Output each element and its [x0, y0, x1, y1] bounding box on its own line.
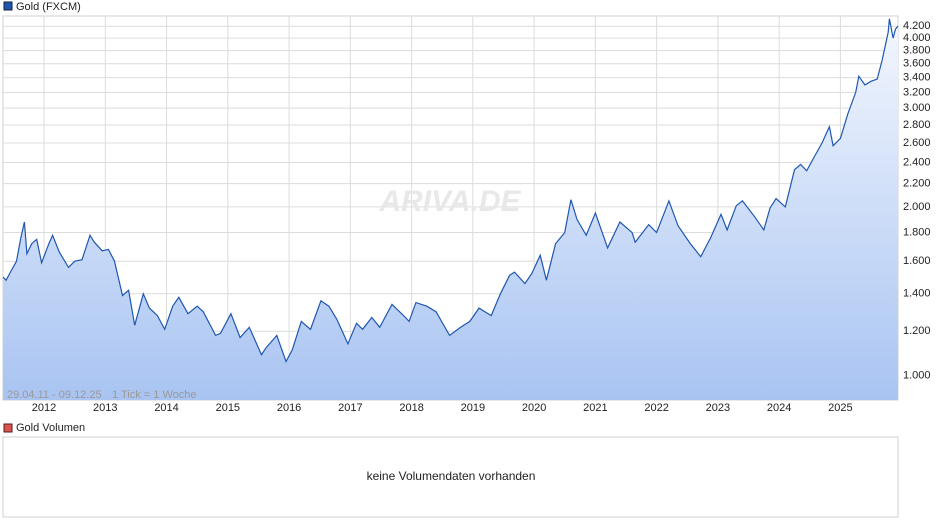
y-tick-label: 2.400 — [903, 156, 931, 168]
legend-swatch — [3, 1, 13, 11]
x-tick-label: 2014 — [154, 402, 178, 414]
y-tick-label: 2.000 — [903, 201, 931, 213]
y-tick-label: 3.200 — [903, 86, 931, 98]
y-tick-label: 3.600 — [903, 58, 931, 70]
x-tick-label: 2019 — [461, 402, 485, 414]
volume-frame — [2, 436, 899, 518]
x-tick-label: 2024 — [767, 402, 791, 414]
x-tick-label: 2022 — [644, 402, 668, 414]
y-tick-label: 1.400 — [903, 288, 931, 300]
area-fill — [3, 18, 898, 401]
x-tick-label: 2018 — [399, 402, 423, 414]
x-tick-label: 2020 — [522, 402, 546, 414]
x-tick-label: 2012 — [32, 402, 56, 414]
y-tick-label: 3.800 — [903, 44, 931, 56]
y-tick-label: 4.000 — [903, 32, 931, 44]
watermark: ARIVA.DE — [378, 185, 521, 218]
y-tick-label: 1.200 — [903, 325, 931, 337]
tick-note: 1 Tick = 1 Woche — [112, 389, 196, 401]
x-tick-label: 2015 — [216, 402, 240, 414]
y-tick-label: 1.000 — [903, 370, 931, 382]
price-line — [2, 18, 899, 363]
x-tick-label: 2016 — [277, 402, 301, 414]
y-tick-label: 1.800 — [903, 226, 931, 238]
plot — [2, 18, 899, 401]
y-tick-label: 1.600 — [903, 255, 931, 267]
x-tick-label: 2021 — [583, 402, 607, 414]
x-tick-label: 2023 — [706, 402, 730, 414]
legend-label: Gold (FXCM) — [16, 1, 81, 13]
x-tick-label: 2025 — [828, 402, 852, 414]
y-tick-label: 2.800 — [903, 119, 931, 131]
volume-message: keine Volumendaten vorhanden — [367, 469, 536, 483]
y-tick-label: 2.200 — [903, 178, 931, 190]
y-tick-label: 4.200 — [903, 20, 931, 32]
legend-swatch — [3, 423, 13, 433]
date-range: 29.04.11 - 09.12.25 — [7, 389, 102, 401]
x-tick-label: 2013 — [93, 402, 117, 414]
volume-legend: Gold Volumen — [16, 422, 85, 434]
x-tick-label: 2017 — [338, 402, 362, 414]
y-tick-label: 3.000 — [903, 102, 931, 114]
y-tick-label: 2.600 — [903, 137, 931, 149]
y-tick-label: 3.400 — [903, 72, 931, 84]
